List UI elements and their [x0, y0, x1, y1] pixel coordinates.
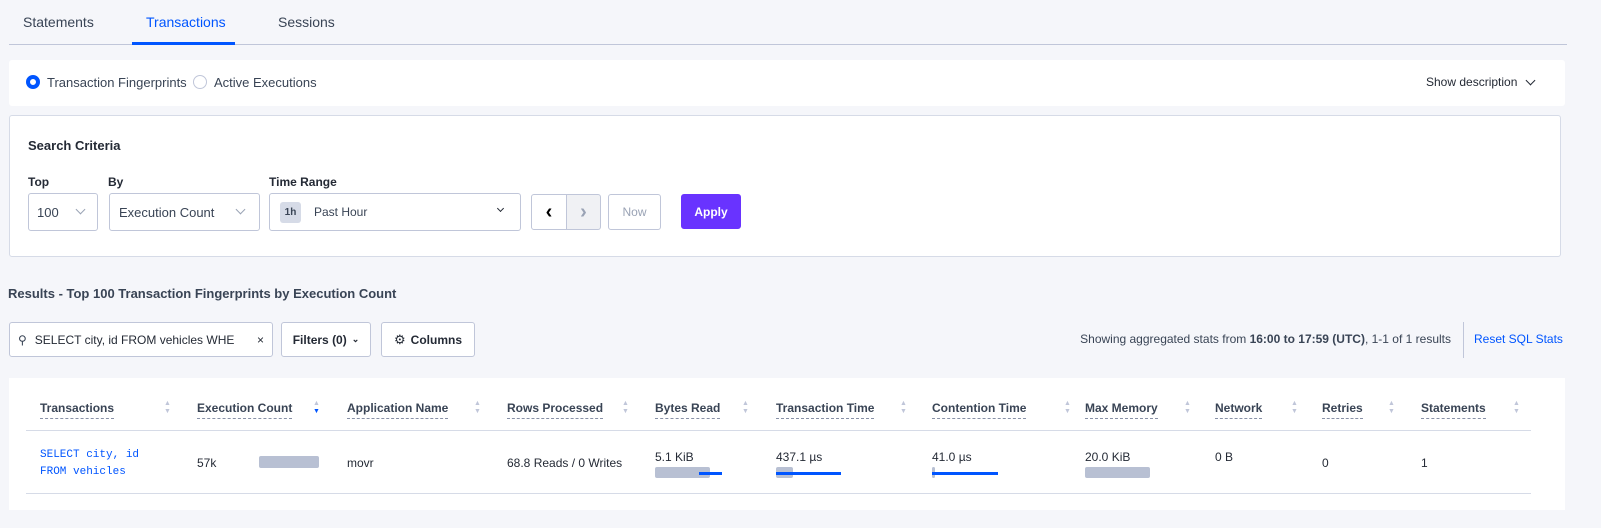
chevron-down-icon — [496, 204, 505, 213]
tab-statements[interactable]: Statements — [23, 14, 94, 30]
search-icon: ⚲ — [18, 332, 27, 347]
results-table — [9, 378, 1565, 510]
gear-icon: ⚙ — [394, 331, 406, 347]
tab-sessions[interactable]: Sessions — [278, 14, 335, 30]
col-header-statements[interactable]: Statements — [1421, 401, 1486, 419]
previous-range-button[interactable]: ‹ — [531, 194, 567, 230]
search-criteria-panel: Search Criteria Top By Time Range 100 Ex… — [9, 115, 1561, 257]
radio-transaction-fingerprints[interactable] — [26, 75, 40, 89]
sort-icon[interactable]: ▲ ▼ — [1184, 400, 1191, 415]
time-badge: 1h — [280, 202, 301, 223]
time-value: Past Hour — [314, 205, 368, 219]
reset-sql-stats-link[interactable]: Reset SQL Stats — [1474, 332, 1563, 346]
search-criteria-title: Search Criteria — [28, 138, 121, 153]
network: 0 B — [1215, 450, 1234, 464]
view-toggle-bar: Transaction Fingerprints Active Executio… — [9, 60, 1565, 106]
execution-count: 57k — [197, 456, 217, 470]
radio-active-executions[interactable] — [193, 75, 207, 89]
contention-time-stddev-bar — [932, 472, 998, 475]
col-header-transactions[interactable]: Transactions — [40, 401, 115, 419]
sort-icon[interactable]: ▲ ▼ — [1388, 400, 1395, 415]
stats-summary: Showing aggregated stats from 16:00 to 1… — [1080, 332, 1451, 346]
search-input[interactable]: ⚲ SELECT city, id FROM vehicles WHE × — [9, 322, 273, 357]
columns-label: Columns — [410, 332, 462, 347]
bytes-read: 5.1 KiB — [655, 450, 694, 464]
max-memory: 20.0 KiB — [1085, 450, 1131, 464]
tab-divider — [9, 44, 1567, 45]
row-divider — [26, 493, 1531, 494]
chevron-down-icon — [235, 204, 246, 215]
header-divider — [26, 430, 1531, 431]
retries: 0 — [1322, 456, 1329, 470]
radio-label: Active Executions — [214, 75, 317, 90]
now-button[interactable]: Now — [608, 194, 661, 230]
bytes-read-stddev-bar — [699, 472, 722, 475]
col-header-retries[interactable]: Retries — [1322, 401, 1363, 419]
max-memory-bar — [1085, 467, 1150, 478]
by-select[interactable]: Execution Count — [109, 193, 260, 231]
next-range-button[interactable]: › — [566, 194, 601, 230]
sort-desc-icon[interactable]: ▲ ▼ — [313, 400, 320, 415]
top-label: Top — [28, 175, 50, 189]
chevron-down-icon — [1525, 75, 1536, 86]
col-header-max-memory[interactable]: Max Memory — [1085, 401, 1158, 419]
col-header-transaction-time[interactable]: Transaction Time — [776, 401, 875, 419]
columns-button[interactable]: ⚙ Columns — [381, 322, 475, 357]
time-range-label: Time Range — [269, 175, 337, 189]
sort-icon[interactable]: ▲ ▼ — [622, 400, 629, 415]
top-value: 100 — [37, 205, 59, 220]
chevron-left-icon: ‹ — [545, 200, 553, 223]
top-select[interactable]: 100 — [28, 193, 98, 231]
col-header-contention-time[interactable]: Contention Time — [932, 401, 1027, 419]
col-header-rows-processed[interactable]: Rows Processed — [507, 401, 604, 419]
active-tab-indicator — [132, 42, 235, 45]
filters-button[interactable]: Filters (0) ⌄ — [281, 322, 371, 357]
filters-label: Filters (0) — [292, 332, 347, 347]
apply-button[interactable]: Apply — [681, 194, 741, 229]
tab-transactions[interactable]: Transactions — [146, 14, 226, 30]
search-value: SELECT city, id FROM vehicles WHE — [34, 332, 235, 347]
show-description-button[interactable]: Show description — [1426, 75, 1518, 89]
sort-icon[interactable]: ▲ ▼ — [474, 400, 481, 415]
statements: 1 — [1421, 456, 1428, 470]
sort-icon[interactable]: ▲ ▼ — [164, 400, 171, 415]
chevron-right-icon: › — [580, 200, 587, 223]
col-header-application-name[interactable]: Application Name — [347, 401, 449, 419]
application-name: movr — [347, 456, 374, 470]
clear-search-icon[interactable]: × — [256, 332, 264, 347]
sort-icon[interactable]: ▲ ▼ — [1064, 400, 1071, 415]
by-value: Execution Count — [119, 205, 215, 220]
col-header-bytes-read[interactable]: Bytes Read — [655, 401, 721, 419]
sort-icon[interactable]: ▲ ▼ — [900, 400, 907, 415]
col-header-network[interactable]: Network — [1215, 401, 1263, 419]
transaction-link[interactable]: SELECT city, id FROM vehicles — [40, 449, 140, 478]
contention-time: 41.0 µs — [932, 450, 972, 464]
sort-icon[interactable]: ▲ ▼ — [1513, 400, 1520, 415]
transaction-time: 437.1 µs — [776, 450, 823, 464]
by-label: By — [108, 175, 124, 189]
chevron-down-icon: ⌄ — [351, 334, 360, 344]
bytes-read-bar — [655, 467, 710, 478]
divider — [1463, 322, 1464, 358]
time-range-select[interactable]: 1h Past Hour — [269, 193, 521, 231]
rows-processed: 68.8 Reads / 0 Writes — [507, 456, 623, 470]
sort-icon[interactable]: ▲ ▼ — [1291, 400, 1298, 415]
execution-count-bar — [259, 456, 319, 468]
chevron-down-icon — [75, 204, 86, 215]
results-title: Results - Top 100 Transaction Fingerprin… — [8, 286, 397, 301]
col-header-execution-count[interactable]: Execution Count — [197, 401, 293, 419]
sort-icon[interactable]: ▲ ▼ — [742, 400, 749, 415]
radio-label: Transaction Fingerprints — [47, 75, 187, 90]
transaction-time-stddev-bar — [776, 472, 841, 475]
